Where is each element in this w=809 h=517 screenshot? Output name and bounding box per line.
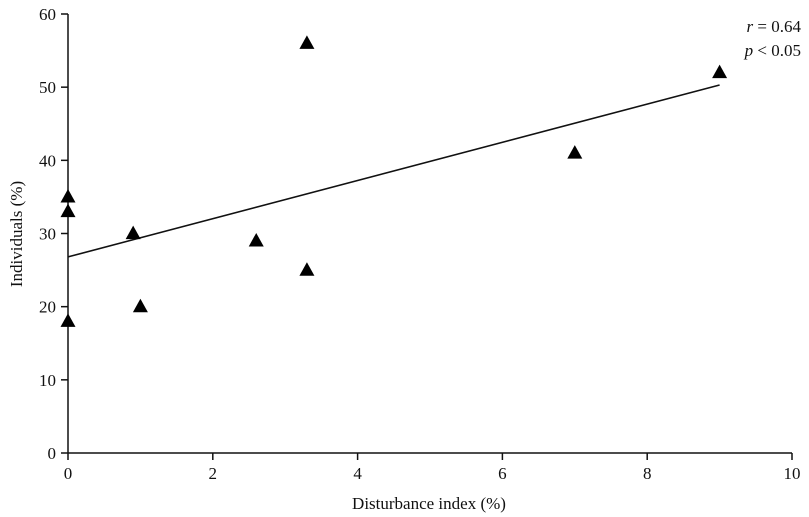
trendline [67, 84, 720, 258]
y-tick-label: 20 [39, 298, 56, 317]
data-point-triangle [299, 262, 315, 276]
data-point-triangle [567, 145, 583, 159]
data-point-triangle [248, 232, 264, 247]
data-points [60, 35, 728, 327]
trendline-group [67, 84, 720, 258]
y-tick-label: 10 [39, 371, 56, 390]
y-tick-label: 30 [39, 225, 56, 244]
y-axis-title: Individuals (%) [7, 181, 26, 287]
x-tick-label: 2 [209, 464, 218, 483]
y-tick-label: 50 [39, 78, 56, 97]
p-symbol: p [744, 41, 754, 60]
x-tick-label: 0 [64, 464, 73, 483]
r-value: = 0.64 [753, 17, 801, 36]
y-tick-label: 60 [39, 5, 56, 24]
data-point-triangle [132, 298, 148, 313]
y-tick-label: 40 [39, 151, 56, 170]
x-tick-label: 6 [498, 464, 507, 483]
data-point-triangle [60, 189, 76, 203]
correlation-annotation: r = 0.64 [747, 17, 802, 36]
x-axis-title: Disturbance index (%) [352, 494, 506, 513]
data-point-triangle [712, 64, 728, 79]
axes [61, 13, 793, 460]
data-point-triangle [299, 35, 315, 49]
x-tick-label: 4 [353, 464, 362, 483]
y-tick-label: 0 [48, 444, 57, 463]
p-value-annotation: p < 0.05 [744, 41, 801, 60]
p-value: < 0.05 [753, 41, 801, 60]
data-point-triangle [125, 225, 141, 240]
tick-labels: 0 10 20 30 40 50 60 0 2 4 6 8 10 [39, 5, 801, 483]
r-symbol: r [747, 17, 754, 36]
x-tick-label: 10 [784, 464, 801, 483]
data-point-triangle [60, 203, 76, 218]
x-tick-label: 8 [643, 464, 652, 483]
data-point-triangle [60, 313, 76, 327]
